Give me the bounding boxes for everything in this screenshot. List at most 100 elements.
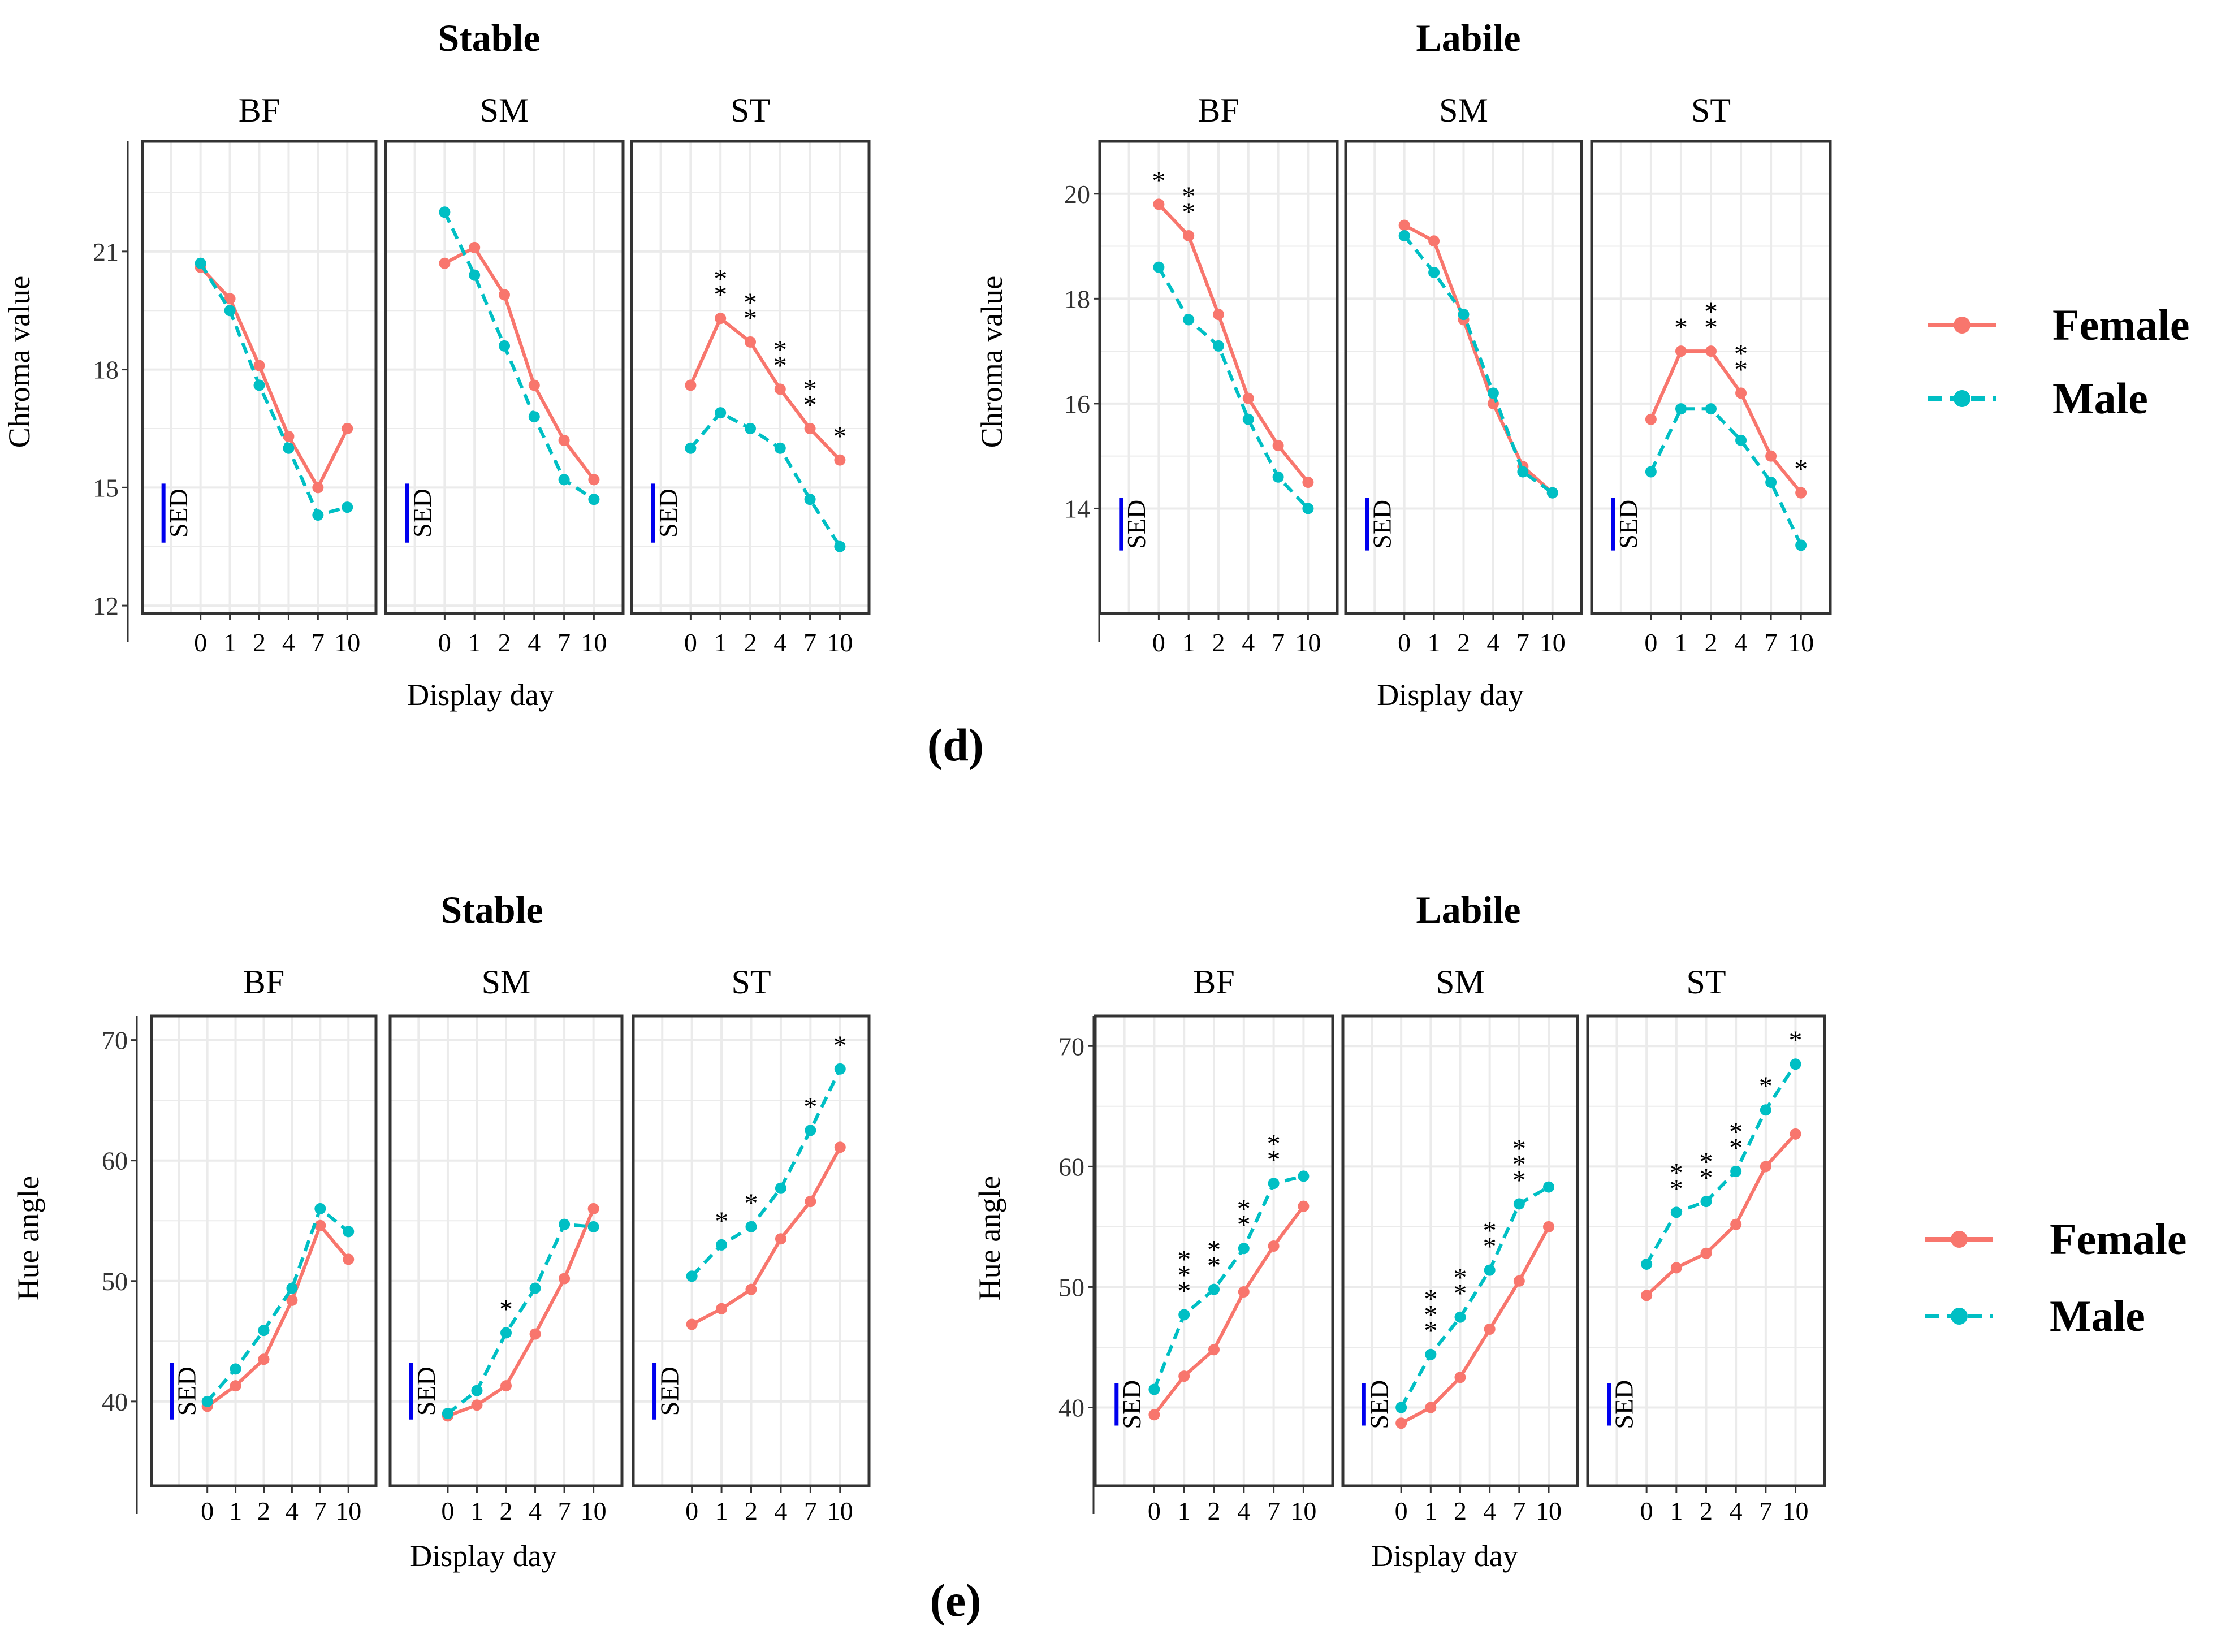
significance-star: *	[803, 1092, 817, 1122]
x-tick-label: 1	[470, 1497, 483, 1525]
female-point	[1268, 1240, 1280, 1252]
x-axis-label: Display day	[1377, 678, 1523, 712]
female-line	[689, 315, 841, 461]
female-point	[745, 336, 756, 348]
x-tick-label: 2	[257, 1497, 270, 1525]
male-point	[1302, 503, 1314, 514]
male-point	[1242, 413, 1254, 425]
x-tick-label: 4	[528, 628, 541, 657]
male-point	[1298, 1170, 1310, 1182]
male-point	[529, 1282, 541, 1294]
x-tick-label: 2	[1212, 628, 1225, 657]
sed-label: SED	[408, 488, 437, 538]
male-point	[834, 1063, 846, 1075]
x-tick-label: 2	[745, 1497, 758, 1525]
facet-strip-label: BF	[1193, 963, 1234, 1001]
significance-star: *	[1267, 1145, 1281, 1175]
x-tick-label: 10	[334, 628, 360, 657]
x-tick-label: 1	[1428, 628, 1441, 657]
female-point	[1670, 1262, 1682, 1274]
male-point	[528, 411, 540, 423]
significance-star: *	[1734, 339, 1748, 369]
sed-label: SED	[655, 1366, 684, 1416]
significance-star: *	[1207, 1251, 1221, 1281]
x-axis-label: Display day	[407, 678, 554, 712]
x-tick-label: 10	[335, 1497, 361, 1525]
female-point	[1700, 1247, 1712, 1259]
y-tick-label: 50	[102, 1267, 128, 1296]
sed-label: SED	[1368, 500, 1397, 549]
significance-star: *	[715, 1206, 728, 1236]
legend-female-label: Female	[2052, 300, 2190, 349]
group-title: Stable	[440, 888, 543, 931]
x-tick-label: 4	[282, 628, 295, 657]
male-point	[314, 1203, 326, 1214]
female-point	[342, 422, 353, 434]
x-tick-label: 0	[1395, 1497, 1408, 1525]
male-point	[230, 1363, 241, 1375]
legend-male-label: Male	[2052, 374, 2148, 423]
sed-label: SED	[1122, 500, 1151, 549]
x-tick-label: 2	[744, 628, 757, 657]
female-point	[745, 1283, 757, 1295]
female-line	[1649, 349, 1803, 494]
facet-strip-label: SM	[482, 963, 531, 1001]
y-axis-label: Hue angle	[973, 1176, 1006, 1300]
female-point	[471, 1399, 483, 1411]
facet-strip-label: SM	[1436, 963, 1485, 1001]
sed-label: SED	[172, 1366, 201, 1416]
x-tick-label: 1	[223, 628, 236, 657]
x-tick-label: 1	[1670, 1497, 1683, 1525]
female-point	[500, 1380, 512, 1392]
significance-star: *	[1670, 1158, 1683, 1188]
female-point	[283, 430, 295, 442]
y-tick-label: 40	[102, 1387, 128, 1416]
male-point	[558, 474, 570, 486]
female-point	[1730, 1218, 1742, 1230]
legend-female-label: Female	[2050, 1214, 2187, 1264]
x-tick-label: 7	[1512, 1497, 1525, 1525]
x-tick-label: 1	[229, 1497, 242, 1525]
x-tick-label: 0	[1148, 1497, 1161, 1525]
x-tick-label: 7	[1272, 628, 1285, 657]
significance-star: *	[1267, 1129, 1281, 1159]
x-tick-label: 10	[581, 628, 607, 657]
male-point	[1705, 403, 1717, 415]
significance-star: *	[1152, 166, 1165, 196]
male-point	[1268, 1178, 1280, 1190]
female-point	[1183, 230, 1195, 241]
female-point	[1242, 392, 1254, 404]
male-point	[1148, 1383, 1160, 1395]
female-line	[1157, 203, 1310, 483]
male-point	[342, 501, 353, 513]
male-point	[195, 257, 206, 269]
significance-star: *	[1177, 1244, 1191, 1274]
female-point	[1148, 1409, 1160, 1421]
y-tick-label: 70	[102, 1026, 128, 1055]
male-point	[1454, 1311, 1466, 1323]
sed-label: SED	[164, 488, 193, 538]
x-tick-label: 10	[581, 1497, 607, 1525]
female-point	[1302, 477, 1314, 488]
male-point	[253, 379, 265, 391]
female-point	[1425, 1402, 1437, 1413]
female-point	[558, 434, 570, 446]
y-tick-label: 14	[1064, 494, 1090, 523]
female-point	[588, 474, 600, 486]
x-tick-label: 0	[201, 1497, 214, 1525]
legend-male-label: Male	[2050, 1291, 2145, 1340]
male-line	[1403, 235, 1554, 495]
significance-star: *	[1424, 1316, 1437, 1346]
male-point	[1395, 1402, 1407, 1413]
x-tick-label: 0	[684, 628, 697, 657]
x-tick-label: 7	[1516, 628, 1529, 657]
female-line	[1645, 1132, 1797, 1297]
male-point	[343, 1226, 355, 1238]
female-point	[1484, 1324, 1496, 1335]
significance-star: *	[1789, 1026, 1803, 1056]
significance-star: *	[1424, 1300, 1437, 1330]
male-point	[804, 494, 816, 505]
male-point	[499, 340, 510, 352]
female-point	[528, 379, 540, 391]
male-line	[1152, 1174, 1304, 1390]
